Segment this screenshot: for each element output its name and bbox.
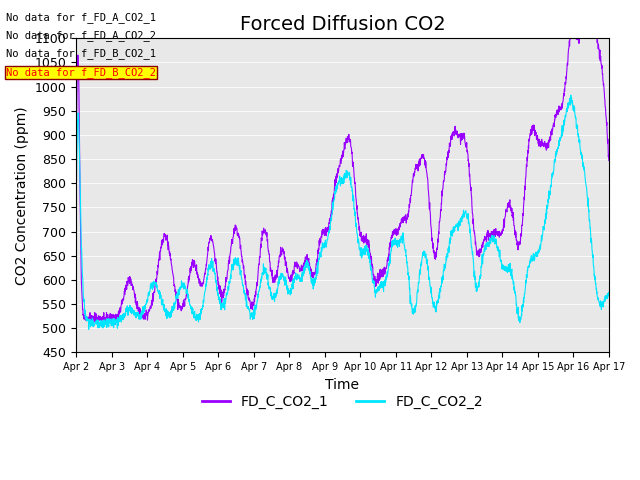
- Legend: FD_C_CO2_1, FD_C_CO2_2: FD_C_CO2_1, FD_C_CO2_2: [196, 389, 488, 414]
- FD_C_CO2_1: [221, 287, 228, 293]
- Text: No data for f_FD_A_CO2_1: No data for f_FD_A_CO2_1: [6, 12, 156, 23]
- FD_C_CO2_2: [605, 292, 612, 298]
- FD_C_CO2_2: [221, 299, 228, 305]
- FD_C_CO2_2: [85, 326, 93, 332]
- Line: FD_C_CO2_2: FD_C_CO2_2: [76, 95, 609, 329]
- Line: FD_C_CO2_1: FD_C_CO2_1: [76, 38, 609, 324]
- Y-axis label: CO2 Concentration (ppm): CO2 Concentration (ppm): [15, 106, 29, 285]
- FD_C_CO2_2: [358, 254, 365, 260]
- FD_C_CO2_1: [558, 106, 566, 111]
- FD_C_CO2_1: [358, 233, 365, 239]
- Title: Forced Diffusion CO2: Forced Diffusion CO2: [239, 15, 445, 34]
- Text: No data for f_FD_A_CO2_2: No data for f_FD_A_CO2_2: [6, 30, 156, 41]
- Text: No data for f_FD_B_CO2_1: No data for f_FD_B_CO2_1: [6, 48, 156, 60]
- FD_C_CO2_2: [370, 280, 378, 286]
- FD_C_CO2_2: [497, 257, 505, 263]
- FD_C_CO2_2: [558, 125, 566, 131]
- FD_C_CO2_1: [605, 157, 612, 163]
- Text: No data for f_FD_B_CO2_2: No data for f_FD_B_CO2_2: [6, 67, 156, 78]
- FD_C_CO2_1: [573, 36, 581, 41]
- FD_C_CO2_2: [573, 122, 581, 128]
- FD_C_CO2_2: [567, 92, 575, 98]
- FD_C_CO2_1: [567, 36, 575, 41]
- FD_C_CO2_1: [370, 271, 378, 277]
- X-axis label: Time: Time: [326, 377, 360, 392]
- FD_C_CO2_1: [497, 232, 505, 238]
- FD_C_CO2_1: [72, 153, 80, 158]
- FD_C_CO2_1: [111, 322, 119, 327]
- FD_C_CO2_2: [72, 195, 80, 201]
